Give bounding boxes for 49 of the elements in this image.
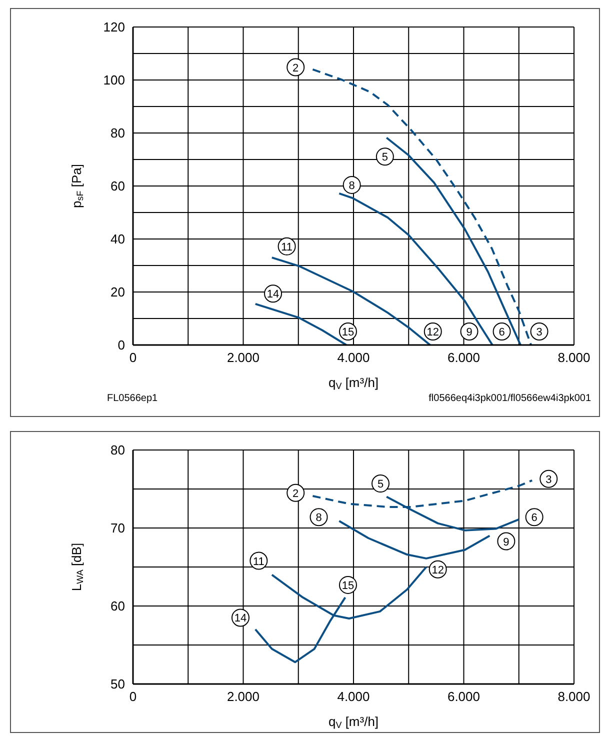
x-tick-label: 8.000 bbox=[558, 689, 590, 704]
annotation: 9 bbox=[466, 326, 472, 338]
x-tick-label: 0 bbox=[129, 350, 137, 366]
x-tick-label: 2.000 bbox=[226, 350, 260, 366]
x-tick-label: 0 bbox=[129, 689, 137, 704]
x-tick-label: 6.000 bbox=[447, 689, 480, 704]
annotation: 8 bbox=[348, 180, 355, 192]
y-tick-label: 40 bbox=[110, 232, 125, 247]
annotation: 9 bbox=[503, 536, 510, 548]
y-tick-label: 70 bbox=[110, 520, 125, 536]
x-tick-label: 4.000 bbox=[337, 350, 370, 366]
annotation: 6 bbox=[498, 326, 505, 338]
annotation: 15 bbox=[342, 580, 354, 592]
annotation: 3 bbox=[546, 474, 552, 486]
y-tick-label: 20 bbox=[110, 284, 125, 300]
y-tick-label: 80 bbox=[110, 126, 125, 141]
line-series bbox=[338, 192, 494, 345]
y-tick-label: 0 bbox=[118, 338, 125, 353]
y-tick-label: 80 bbox=[110, 442, 125, 458]
x-tick-label: 8.000 bbox=[558, 350, 590, 366]
y-tick-label: 60 bbox=[110, 178, 125, 194]
annotation: 14 bbox=[234, 612, 247, 625]
annotation: 6 bbox=[531, 512, 538, 524]
annotation: 12 bbox=[432, 564, 444, 576]
x-axis-title: q$_{V}$ [m³/h] bbox=[328, 375, 379, 392]
y-tick-label: 100 bbox=[103, 72, 125, 88]
annotation: 3 bbox=[536, 326, 542, 338]
y-tick-label: 60 bbox=[110, 598, 125, 614]
annotation: 12 bbox=[426, 326, 440, 338]
y-tick-label: 50 bbox=[110, 676, 125, 692]
line-series bbox=[312, 68, 532, 345]
annotation: 15 bbox=[342, 326, 354, 338]
text: fl0566eq4i3pk001/fl0566ew4i3pk001 bbox=[428, 393, 591, 404]
annotation: 2 bbox=[292, 62, 299, 74]
line-series bbox=[338, 520, 491, 560]
x-tick-label: 6.000 bbox=[447, 350, 480, 366]
annotation: 11 bbox=[281, 241, 293, 254]
annotation: 8 bbox=[316, 512, 322, 524]
line-series bbox=[386, 136, 522, 345]
x-tick-label: 4.000 bbox=[337, 689, 370, 704]
annotation: 14 bbox=[266, 288, 280, 301]
y-tick-label: 120 bbox=[103, 20, 125, 35]
x-axis-title: q$_{V}$ [m³/h] bbox=[328, 714, 379, 730]
x-tick-label: 2.000 bbox=[226, 689, 260, 704]
text: FL0566ep1 bbox=[107, 393, 158, 404]
annotation: 5 bbox=[382, 152, 388, 164]
annotation: 2 bbox=[292, 488, 299, 500]
annotation: 5 bbox=[377, 478, 384, 491]
annotation: 11 bbox=[252, 556, 264, 568]
